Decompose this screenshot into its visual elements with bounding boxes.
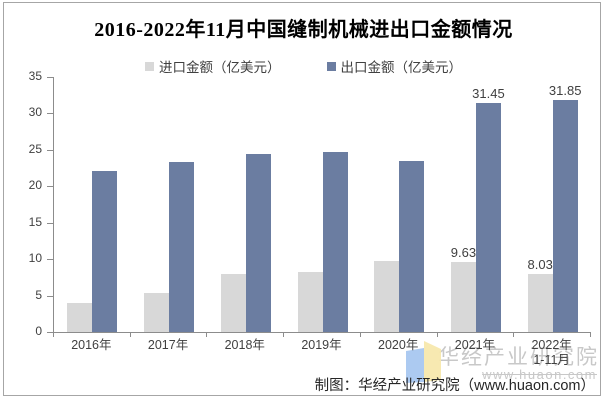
- x-axis-category-label: 2022年 1-11月: [531, 338, 572, 367]
- bar-group-2018年: [207, 77, 284, 332]
- watermark-site-text: www.huaon.com: [482, 367, 597, 382]
- x-axis-tick-mark: [53, 333, 54, 337]
- y-axis-tick-label: 30: [28, 105, 42, 120]
- y-axis-tick-mark: [47, 332, 53, 333]
- export-bar-2021年: 31.45: [472, 86, 505, 332]
- plot-area: 9.63 31.45 8.03 31.85: [53, 77, 591, 333]
- huaon-logo-icon: [406, 341, 441, 383]
- import-bar-2020年: [374, 260, 400, 332]
- bar-value-label: 31.85: [548, 82, 582, 98]
- logo-yellow-page: [424, 341, 441, 382]
- bar-group-2021年: 9.63 31.45: [438, 77, 515, 332]
- footer-credit: 制图：华经产业研究院（www.huaon.com）: [314, 378, 595, 394]
- y-axis-tick-mark: [47, 222, 53, 224]
- bar-group-2022年: 8.03 31.85: [514, 77, 591, 332]
- bar-value-label: 31.45: [472, 85, 505, 101]
- import-bar-2016年: [67, 302, 93, 332]
- export-legend-marker-icon: [326, 61, 336, 71]
- legend-item-label: 进口金额（亿美元）: [159, 60, 281, 75]
- chart-legend: 进口金额（亿美元） 出口金额（亿美元）: [0, 56, 607, 76]
- y-axis-tick-mark: [47, 259, 53, 261]
- y-axis-tick-mark: [47, 295, 53, 297]
- x-axis-category-label: 2016年: [71, 338, 112, 352]
- bar-group-2019年: [284, 77, 361, 332]
- import-bar-2019年: [297, 271, 323, 332]
- bar-value-label: 9.63: [450, 244, 477, 260]
- y-axis-tick-label: 10: [28, 251, 42, 266]
- export-bar-2019年: [322, 152, 348, 332]
- export-bar-2016年: [92, 171, 118, 332]
- x-axis-category-label: 2019年: [301, 338, 342, 352]
- legend-item-label: 出口金额（亿美元）: [340, 60, 463, 75]
- import-bar-2017年: [144, 293, 170, 332]
- y-axis-tick-label: 0: [35, 324, 42, 338]
- legend-item-import: 进口金额（亿美元）: [145, 56, 281, 76]
- x-axis-tick-mark: [206, 333, 208, 337]
- chart-title: 2016-2022年11月中国缝制机械进出口金额情况: [94, 19, 513, 41]
- import-legend-marker-icon: [145, 61, 154, 71]
- x-axis-tick-mark: [436, 333, 438, 337]
- export-bar-2022年: 31.85: [549, 83, 581, 332]
- x-axis-tick-mark: [513, 333, 515, 337]
- export-bar-2018年: [245, 153, 271, 332]
- import-bar-2018年: [220, 274, 246, 332]
- y-axis-tick-label: 5: [35, 287, 42, 302]
- x-axis-tick-mark: [359, 333, 361, 337]
- y-axis-tick-label: 35: [28, 69, 42, 83]
- y-axis-tick-label: 15: [28, 214, 42, 229]
- y-axis-tick-mark: [47, 149, 53, 151]
- bar-value-label: 8.03: [527, 256, 553, 272]
- y-axis-tick-label: 25: [28, 141, 42, 156]
- y-axis-tick-mark: [47, 113, 53, 115]
- import-bar-2022年: 8.03: [528, 257, 553, 332]
- watermark-brand-text: 华经产业研究院: [438, 346, 599, 369]
- y-axis-tick-label: 20: [28, 178, 42, 193]
- x-axis-category-label: 2017年: [147, 338, 189, 352]
- export-bar-2020年: [399, 160, 425, 332]
- export-bar-2017年: [169, 162, 195, 332]
- y-axis-tick-mark: [47, 186, 53, 188]
- x-axis-category-label: 2020年: [378, 338, 419, 352]
- legend-item-export: 出口金额（亿美元）: [326, 56, 463, 76]
- x-axis-tick-mark: [129, 333, 131, 337]
- bar-group-2016年: [54, 77, 131, 332]
- x-axis-category-label: 2021年: [454, 338, 496, 352]
- x-axis-tick-mark: [590, 333, 591, 337]
- import-bar-2021年: 9.63: [451, 245, 476, 332]
- logo-blue-page: [406, 348, 424, 383]
- x-axis-category-label: 2018年: [224, 338, 265, 352]
- chart-frame: [3, 2, 601, 396]
- y-axis-tick-mark: [47, 77, 53, 78]
- x-axis-tick-mark: [283, 333, 285, 337]
- bar-group-2020年: [361, 77, 438, 332]
- bar-group-2017年: [131, 77, 208, 332]
